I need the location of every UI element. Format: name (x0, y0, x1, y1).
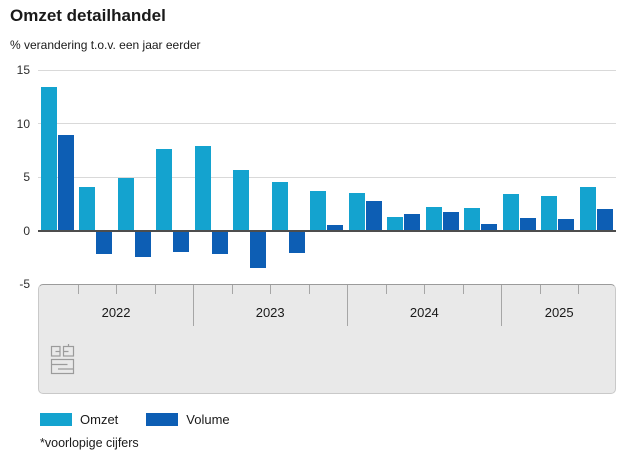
zero-axis-line (38, 229, 616, 232)
legend-label-omzet: Omzet (80, 411, 119, 427)
bar-omzet-2022-Q2 (79, 186, 95, 231)
bar-volume-2023-Q3 (289, 231, 305, 253)
bar-omzet-2022-Q1 (41, 87, 57, 231)
quarter-tick (309, 285, 310, 294)
bar-omzet-2025-Q3 (580, 186, 596, 231)
quarter-tick (578, 285, 579, 294)
bar-omzet-2024-Q4 (464, 208, 480, 231)
bar-volume-2024-Q3 (443, 212, 459, 231)
quarter-tick (78, 285, 79, 294)
year-label-2022: 2022 (101, 305, 131, 320)
bar-chart-plot-area (38, 69, 616, 284)
chart-title: Omzet detailhandel (10, 6, 166, 25)
bar-volume-2024-Q4 (481, 224, 497, 231)
legend-swatch-volume (146, 412, 179, 426)
cbs-logo-icon (49, 343, 76, 381)
bar-volume-2023-Q1 (212, 231, 228, 254)
quarter-tick (463, 285, 464, 294)
bar-omzet-2024-Q2 (387, 216, 403, 231)
quarter-tick (424, 285, 425, 294)
legend-label-volume: Volume (186, 411, 230, 427)
y-axis-labels: 15 10 5 0 -5 (0, 63, 30, 291)
quarter-tick (232, 285, 233, 294)
chart-subtitle: % verandering t.o.v. een jaar eerder (10, 38, 201, 52)
year-label-2023: 2023 (255, 305, 285, 320)
year-label-2025: 2025 (544, 305, 574, 320)
y-tick-label-0: 0 (23, 223, 30, 238)
x-axis-panel: 2022 2023 2024 2025 (38, 284, 616, 394)
quarter-tick (116, 285, 117, 294)
bar-volume-2023-Q2 (250, 231, 266, 268)
bar-volume-2022-Q4 (173, 231, 189, 252)
bar-volume-2022-Q3 (135, 231, 151, 258)
bar-omzet-2025-Q2 (541, 196, 557, 231)
bar-omzet-2022-Q3 (118, 178, 134, 231)
year-label-2024: 2024 (409, 305, 439, 320)
gridline-15 (38, 69, 616, 71)
bar-omzet-2024-Q3 (426, 206, 442, 231)
bar-volume-2024-Q1 (366, 200, 382, 231)
gridline-10 (38, 123, 616, 124)
bar-volume-2022-Q2 (96, 231, 112, 254)
bar-volume-2023-Q4 (327, 225, 343, 231)
quarter-tick (270, 285, 271, 294)
bar-volume-2025-Q1 (520, 217, 536, 231)
legend-swatch-omzet (40, 412, 72, 426)
bar-omzet-2022-Q4 (156, 149, 172, 231)
bar-volume-2024-Q2 (404, 214, 420, 231)
bar-omzet-2023-Q2 (233, 169, 249, 231)
y-tick-label-10: 10 (16, 116, 30, 131)
year-separator (193, 285, 194, 326)
bar-omzet-2025-Q1 (503, 194, 519, 231)
bar-omzet-2023-Q4 (310, 190, 326, 231)
quarter-tick (155, 285, 156, 294)
quarter-tick (386, 285, 387, 294)
bar-volume-2022-Q1 (58, 135, 74, 231)
bar-omzet-2023-Q1 (195, 145, 211, 231)
year-separator (347, 285, 348, 326)
bar-omzet-2024-Q1 (349, 193, 365, 231)
footnote: *voorlopige cijfers (40, 436, 139, 450)
year-separator (501, 285, 502, 326)
bar-omzet-2023-Q3 (272, 182, 288, 231)
bar-volume-2025-Q2 (558, 218, 574, 231)
chart-legend: Omzet Volume (40, 410, 258, 428)
gridline-5 (38, 176, 616, 178)
bar-volume-2025-Q3 (597, 209, 613, 231)
y-tick-label--5: -5 (19, 277, 30, 291)
y-tick-label-15: 15 (16, 63, 30, 77)
y-tick-label-5: 5 (23, 170, 30, 184)
quarter-tick (540, 285, 541, 294)
